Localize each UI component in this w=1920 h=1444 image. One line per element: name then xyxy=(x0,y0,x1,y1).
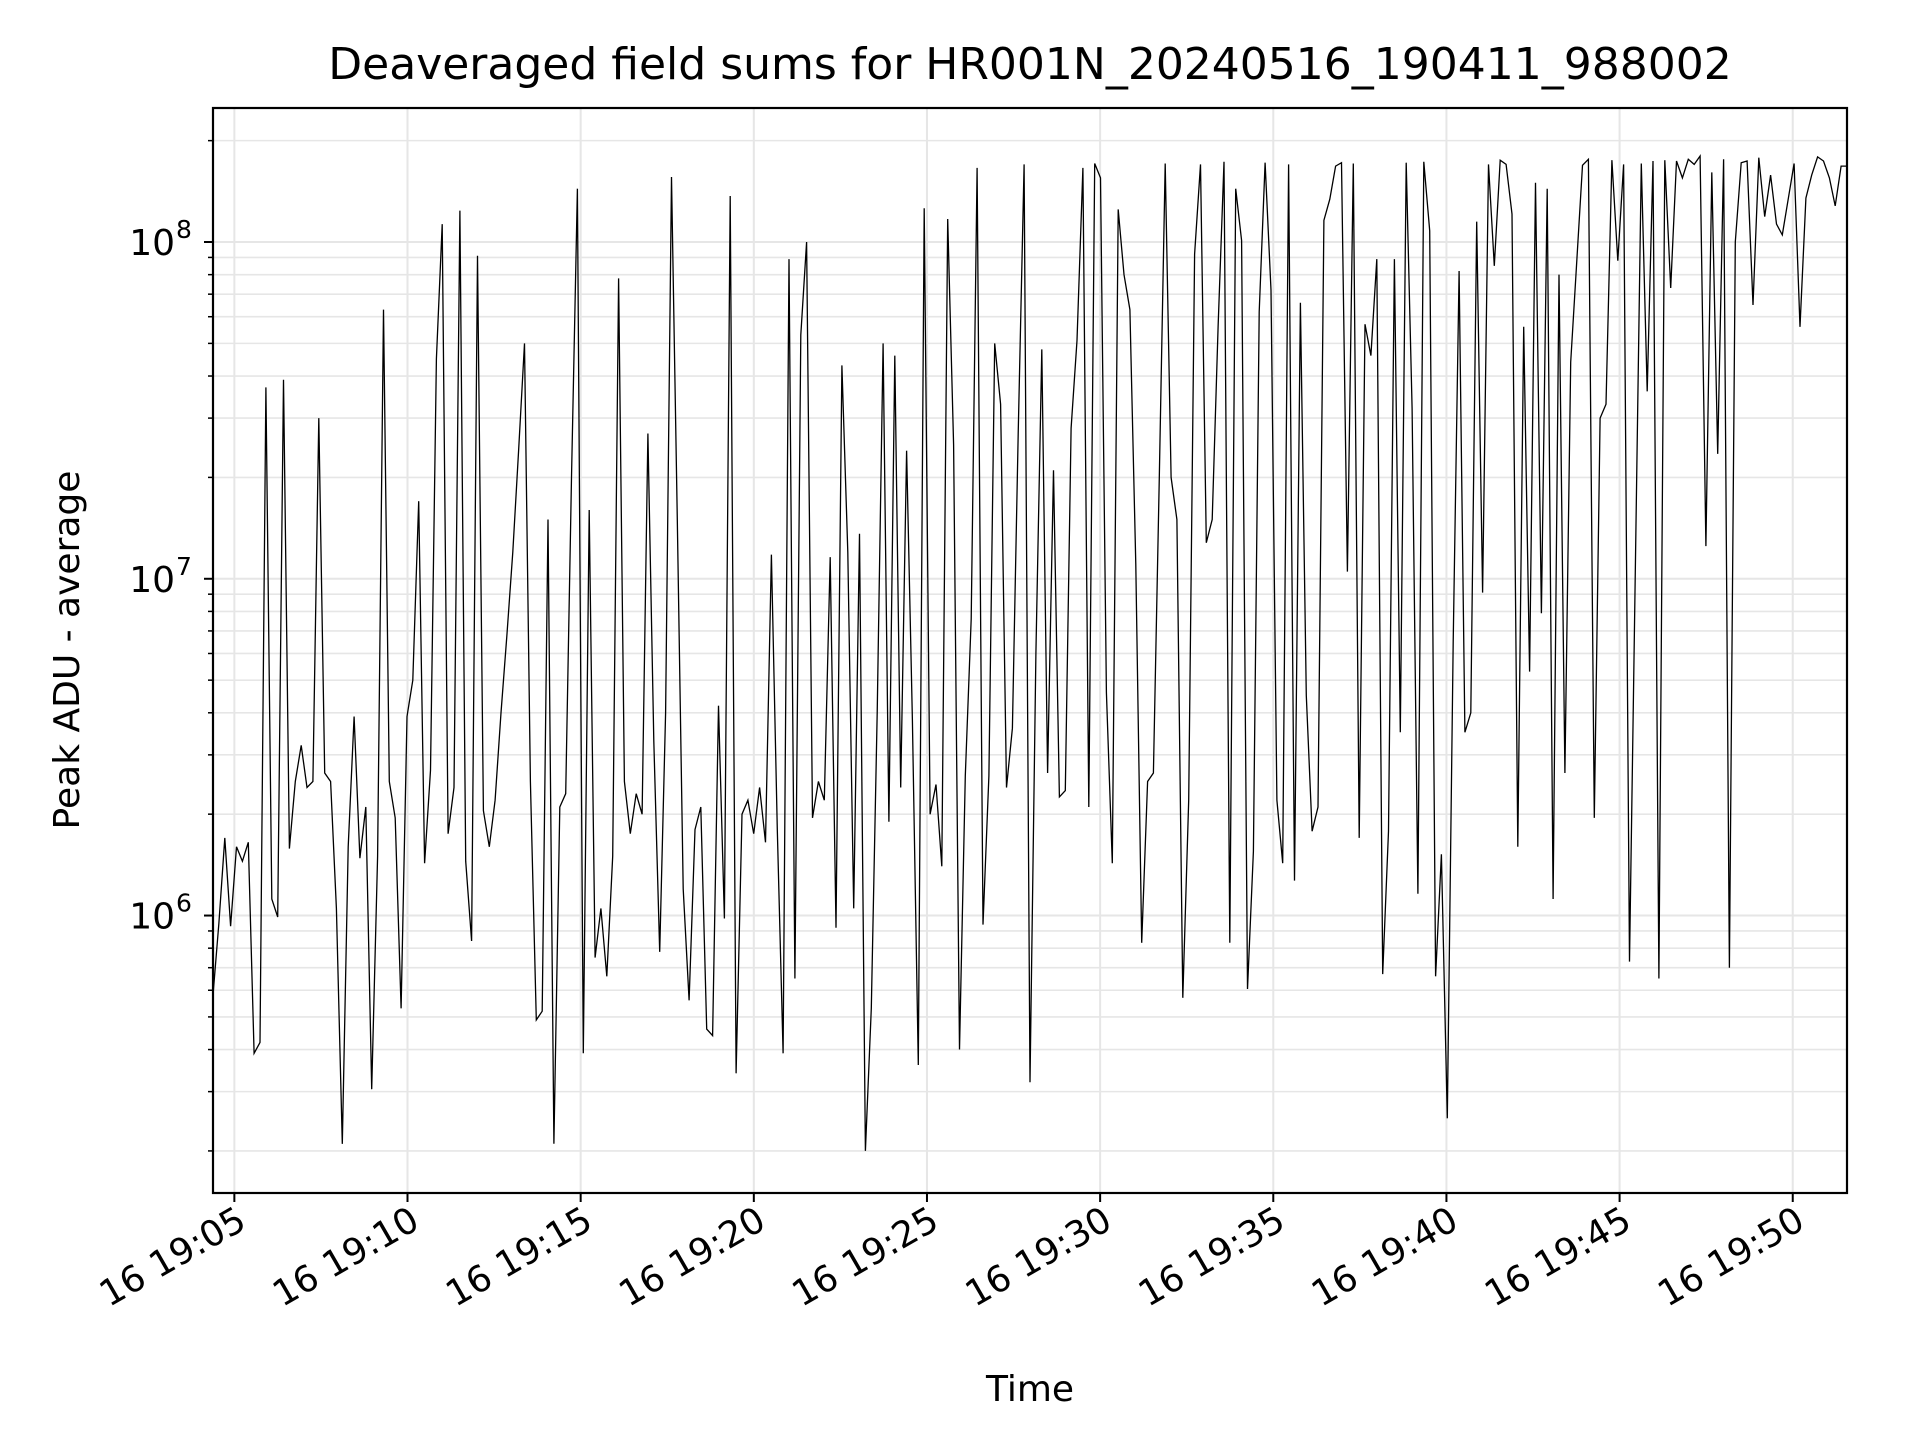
y-tick-label: 10 xyxy=(129,897,175,938)
y-tick-label-exponent: 8 xyxy=(176,215,192,244)
y-tick-label-exponent: 7 xyxy=(176,552,192,581)
y-tick-label: 10 xyxy=(129,560,175,601)
y-tick-label: 10 xyxy=(129,223,175,264)
plot-frame xyxy=(211,106,1849,1195)
y-axis-label: Peak ADU - average xyxy=(47,471,88,830)
y-tick-label-exponent: 6 xyxy=(176,889,192,918)
x-axis-label: Time xyxy=(985,1369,1074,1410)
y-tick-label-base: 10 xyxy=(129,897,175,938)
series-line xyxy=(212,153,1847,1151)
series-layer xyxy=(212,153,1847,1151)
grid-lines xyxy=(213,108,1847,1193)
y-tick-label-base: 10 xyxy=(129,223,175,264)
y-tick-label-base: 10 xyxy=(129,560,175,601)
chart-title: Deaveraged field sums for HR001N_2024051… xyxy=(328,39,1731,90)
